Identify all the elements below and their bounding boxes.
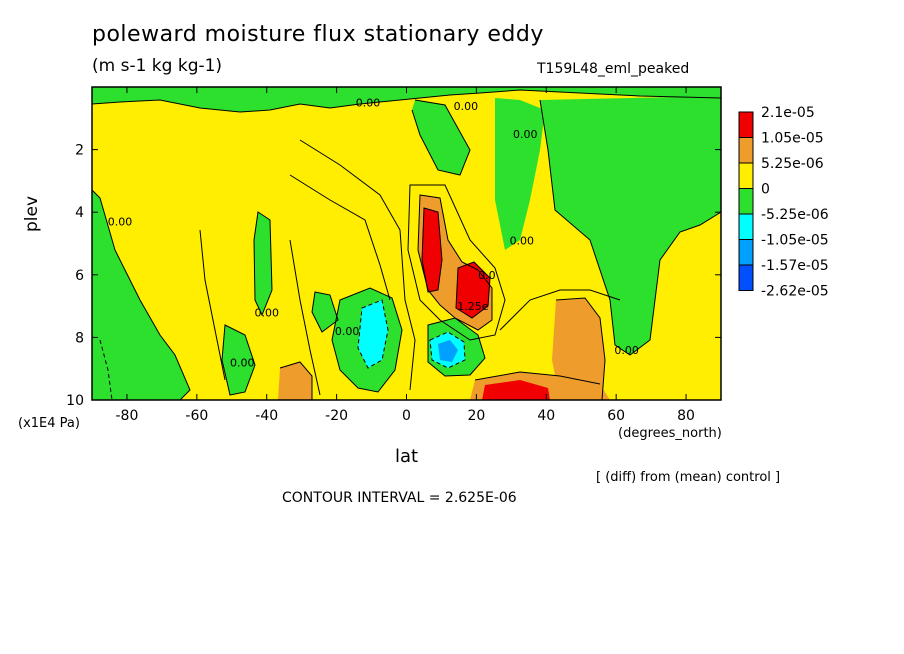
contour-interval: CONTOUR INTERVAL = 2.625E-06 — [282, 490, 517, 506]
contour-line — [92, 89, 721, 113]
colorbar-level-label: 1.05e-05 — [761, 131, 824, 147]
region-cyan-sh — [358, 300, 388, 368]
region-orange-nh-mid — [552, 298, 605, 400]
y-tick-label: 8 — [75, 330, 84, 346]
plot-area: 0.00 0.00 0.00 0.00 0.00 0.00 0.00 0.00 0.00 1.25… — [92, 87, 721, 400]
x-tick-label: 0 — [402, 408, 411, 424]
region-red-lower — [456, 262, 490, 318]
colorbar: 2.1e-05 1.05e-05 5.25e-06 0 -5.25e-06 -1.05e-… — [738, 105, 829, 300]
chart-units: (m s-1 kg kg-1) — [92, 56, 223, 76]
x-axis-unit: (degrees_north) — [618, 426, 722, 441]
region-red-upper — [422, 208, 442, 292]
x-tick-label: -60 — [185, 408, 208, 424]
contour-line — [331, 287, 403, 393]
region-green-sh-mid — [222, 325, 255, 395]
x-tick-label: -20 — [325, 408, 348, 424]
contour-line — [474, 371, 601, 385]
contour-label: 1.25e — [457, 300, 488, 313]
contour-line — [539, 99, 721, 356]
contour-label: 0.00 — [454, 100, 479, 113]
region-green-upper-band — [92, 87, 721, 112]
colorbar-swatch — [738, 213, 754, 240]
region-green-nh-tongue — [412, 100, 470, 175]
colorbar-swatch — [738, 239, 754, 266]
run-label: T159L48_eml_peaked — [537, 61, 690, 77]
colorbar-level-label: 0 — [761, 182, 770, 198]
region-blue-nh — [438, 340, 458, 362]
y-axis: 2 4 6 8 10 — [66, 143, 721, 409]
contour-line — [427, 317, 486, 377]
contour-label: 0.00 — [230, 356, 255, 369]
contour-line — [92, 189, 191, 400]
contour-line — [221, 324, 256, 396]
colorbar-swatch — [738, 137, 754, 164]
contour-label: 0.00 — [335, 325, 360, 338]
contour-label: 0.00 — [510, 234, 535, 247]
contour-label: 0.00 — [614, 344, 639, 357]
contour-line — [289, 174, 391, 301]
contour-line — [407, 184, 506, 341]
contour-line — [455, 261, 491, 319]
contour-lines — [92, 89, 721, 400]
x-tick-label: -40 — [255, 408, 278, 424]
y-tick-label: 4 — [75, 205, 84, 221]
colorbar-level-label: -1.57e-05 — [761, 258, 829, 274]
colorbar-swatch — [738, 162, 754, 189]
x-tick-label: 80 — [677, 408, 695, 424]
x-tick-label: -80 — [116, 408, 139, 424]
contour-line — [253, 211, 273, 317]
contour-label: 0.00 — [356, 97, 381, 110]
colorbar-swatch — [738, 111, 754, 138]
colorbar-swatch — [738, 188, 754, 215]
chart-title: poleward moisture flux stationary eddy — [92, 22, 544, 47]
contour-line-dashed — [357, 299, 389, 369]
colorbar-swatch — [738, 264, 754, 291]
y-tick-label: 6 — [75, 268, 84, 284]
region-red-surface — [482, 380, 550, 400]
x-axis-label: lat — [395, 446, 419, 467]
colorbar-level-label: -5.25e-06 — [761, 207, 829, 223]
contour-label: 0.00 — [254, 306, 279, 319]
y-tick-label: 10 — [66, 393, 84, 409]
contour-label: 0.00 — [108, 216, 133, 229]
colorbar-level-label: -1.05e-05 — [761, 233, 829, 249]
colorbar-level-label: 2.1e-05 — [761, 105, 815, 121]
colorbar-level-label: 5.25e-06 — [761, 156, 824, 172]
y-axis-unit: (x1E4 Pa) — [18, 416, 80, 431]
contour-line — [555, 297, 606, 400]
diff-note: [ (diff) from (mean) control ] — [596, 470, 781, 485]
region-green-sh-edge — [92, 190, 190, 400]
contour-line — [289, 239, 321, 396]
x-tick-label: 40 — [537, 408, 555, 424]
region-green-sh-sub — [312, 292, 338, 332]
region-green-nh-column — [495, 98, 545, 250]
contour-label-layer: 0.00 0.00 0.00 0.00 0.00 0.00 0.00 0.00 0.00 1.25… — [108, 97, 639, 370]
contour-line — [199, 229, 226, 381]
contour-line — [421, 207, 443, 293]
x-axis: -80 -60 -40 -20 0 20 40 60 80 — [116, 87, 695, 424]
contour-label: 0.00 — [513, 128, 538, 141]
contour-line — [311, 291, 339, 333]
contour-line-dashed — [99, 339, 113, 400]
x-tick-label: 20 — [467, 408, 485, 424]
contour-line — [411, 99, 471, 176]
colorbar-level-label: -2.62e-05 — [761, 284, 829, 300]
contour-line — [299, 139, 416, 391]
contour-line — [499, 289, 621, 331]
region-green-sh-strip — [254, 212, 272, 315]
y-tick-label: 2 — [75, 143, 84, 159]
contour-line — [279, 361, 313, 400]
x-tick-label: 60 — [607, 408, 625, 424]
contour-label: 0.0 — [478, 269, 496, 282]
region-green-nh-high — [540, 96, 721, 355]
region-orange-sh-surface — [278, 362, 312, 400]
contour-line-dashed — [429, 331, 466, 369]
